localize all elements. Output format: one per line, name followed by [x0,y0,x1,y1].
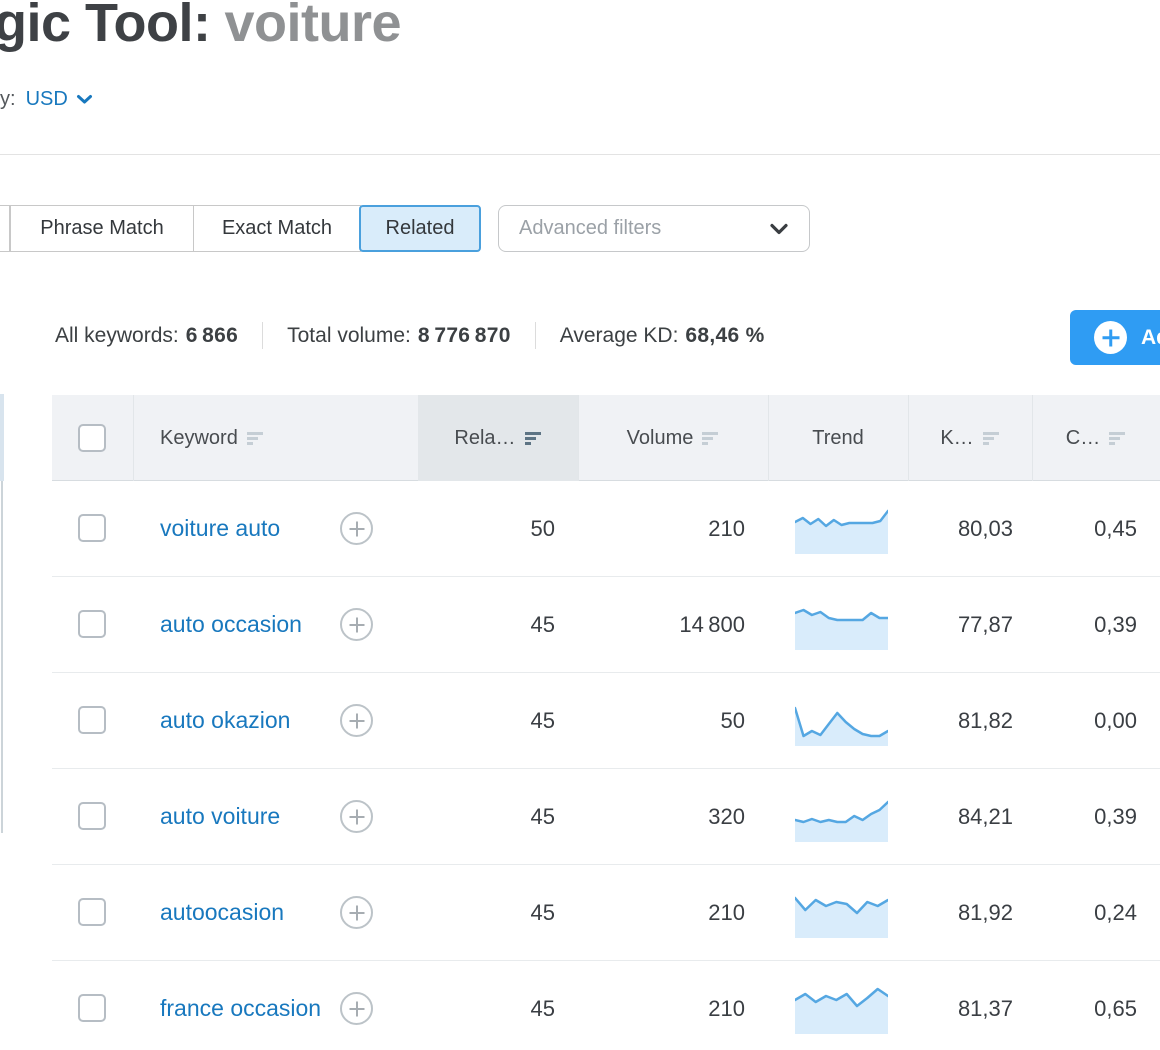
keyword-link[interactable]: auto okazion [160,707,291,734]
related-value: 45 [530,804,555,829]
related-value: 50 [530,516,555,541]
add-keywords-button[interactable]: Ad [1070,310,1160,365]
related-value: 45 [530,708,555,733]
column-header-volume[interactable]: Volume [578,395,768,481]
trend-sparkline [793,504,890,554]
divider [768,395,769,481]
related-value: 45 [530,996,555,1021]
groups-panel-edge [0,394,4,481]
cpc-value: 0,45 [1094,516,1137,541]
volume-value: 210 [708,996,745,1021]
table-row: autoocasion 45 210 81,92 0,24 [52,865,1160,961]
add-keywords-button-label: Ad [1141,325,1160,349]
row-checkbox[interactable] [78,514,106,542]
volume-value: 210 [708,516,745,541]
divider [1032,395,1033,481]
chevron-down-icon [76,95,92,104]
kd-value: 80,03 [957,516,1013,541]
select-all-checkbox[interactable] [78,424,106,452]
keywords-table: Keyword Rela… Volume Trend K… C… voiture… [52,395,1160,1050]
add-keyword-icon[interactable] [340,800,373,833]
related-value: 45 [530,900,555,925]
sort-icon [246,431,264,445]
add-keyword-icon[interactable] [340,896,373,929]
kd-value: 77,87 [957,612,1013,637]
keyword-link[interactable]: voiture auto [160,515,281,542]
row-checkbox[interactable] [78,706,106,734]
currency-label: y: [0,88,16,110]
sort-icon [982,431,1000,445]
cpc-value: 0,24 [1094,900,1137,925]
divider [262,322,264,349]
tab-partial-left[interactable] [0,205,10,252]
row-checkbox[interactable] [78,898,106,926]
sort-icon [702,431,719,445]
row-checkbox[interactable] [78,994,106,1022]
column-header-kd[interactable]: K… [908,395,1032,481]
column-header-cpc[interactable]: C… [1032,395,1160,481]
table-row: voiture auto 50 210 80,03 0,45 [52,481,1160,577]
stat-total-volume: Total volume: 8 776 870 [287,323,511,347]
volume-value: 320 [708,804,745,829]
chevron-down-icon [769,223,789,235]
trend-sparkline [793,888,890,938]
row-checkbox[interactable] [78,610,106,638]
divider [908,395,909,481]
stats-bar: All keywords: 6 866 Total volume: 8 776 87… [55,322,765,349]
cpc-value: 0,39 [1094,804,1137,829]
tab-phrase-match[interactable]: Phrase Match [10,205,194,252]
currency-row: y: USD [0,88,93,111]
kd-value: 84,21 [957,804,1013,829]
divider [133,395,134,481]
advanced-filters-dropdown[interactable]: Advanced filters [498,205,810,252]
add-keyword-icon[interactable] [340,608,373,641]
groups-panel-border [1,481,3,833]
divider [0,154,1160,155]
column-header-trend: Trend [812,426,864,449]
divider [534,322,536,349]
tab-related[interactable]: Related [359,205,481,252]
volume-value: 50 [720,708,745,733]
sort-icon-active [524,431,542,445]
volume-value: 210 [708,900,745,925]
advanced-filters-label: Advanced filters [519,217,662,239]
trend-sparkline [793,984,890,1034]
plus-circle-icon [1094,321,1127,354]
table-row: auto occasion 45 14 800 77,87 0,39 [52,577,1160,673]
page-title: gic Tool: voiture [0,0,402,54]
add-keyword-icon[interactable] [340,512,373,545]
currency-selector[interactable]: USD [26,88,93,111]
add-keyword-icon[interactable] [340,992,373,1025]
sort-icon [1109,431,1126,445]
table-row: auto voiture 45 320 84,21 0,39 [52,769,1160,865]
tab-exact-match[interactable]: Exact Match [193,205,361,252]
page-title-query: voiture [224,0,402,53]
divider [578,395,579,481]
column-header-related[interactable]: Rela… [418,395,578,481]
row-checkbox[interactable] [78,802,106,830]
column-header-keyword[interactable]: Keyword [133,395,418,481]
cpc-value: 0,65 [1094,996,1137,1021]
volume-value: 14 800 [679,612,745,637]
trend-sparkline [793,792,890,842]
keyword-link[interactable]: france occasion [160,995,322,1022]
keyword-link[interactable]: auto occasion [160,611,302,638]
stat-all-keywords: All keywords: 6 866 [55,323,239,347]
related-value: 45 [530,612,555,637]
stat-average-kd: Average KD: 68,46 % [559,323,765,347]
kd-value: 81,92 [957,900,1013,925]
table-header: Keyword Rela… Volume Trend K… C… [52,395,1160,481]
kd-value: 81,82 [957,708,1013,733]
add-keyword-icon[interactable] [340,704,373,737]
kd-value: 81,37 [957,996,1013,1021]
trend-sparkline [793,696,890,746]
table-row: auto okazion 45 50 81,82 0,00 [52,673,1160,769]
keyword-link[interactable]: auto voiture [160,803,281,830]
table-row: france occasion 45 210 81,37 0,65 [52,961,1160,1050]
trend-sparkline [793,600,890,650]
keyword-link[interactable]: autoocasion [160,899,285,926]
cpc-value: 0,39 [1094,612,1137,637]
cpc-value: 0,00 [1094,708,1137,733]
